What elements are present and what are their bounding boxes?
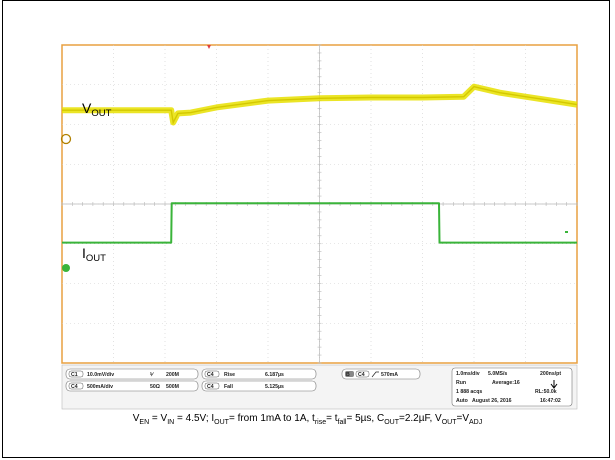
ch4-badge-label: C4: [71, 384, 78, 390]
figure-caption: VEN = VIN = 4.5V; IOUT= from 1mA to 1A, …: [132, 413, 483, 426]
resolution: 200ns/pt: [540, 371, 561, 377]
ch4-impedance: 50Ω: [150, 384, 160, 390]
trigger-level: 570mA: [381, 372, 398, 378]
rising-edge-icon: [371, 371, 379, 378]
trigger-mode: Auto: [456, 398, 468, 404]
ch4-scale: 500mA/div: [87, 384, 113, 390]
record-length: RL:50.0k: [535, 389, 557, 395]
acquisition-count: 1 888 acqs: [456, 389, 482, 395]
iout-label: IOUT: [82, 245, 106, 264]
ch1-bw: 200M: [166, 372, 179, 378]
run-state: Run: [456, 380, 466, 386]
svg-text:C4: C4: [207, 384, 214, 390]
sample-rate: 5.0MS/s: [488, 371, 507, 377]
trigger-position-marker: [207, 45, 211, 49]
measurement-fall-box[interactable]: [201, 380, 317, 392]
time: 16:47:02: [540, 398, 561, 404]
ch1-badge: [68, 370, 84, 378]
status-bar: C1 10.0mV/div ⅟ 200M C4 500mA/div 50Ω 50…: [61, 364, 578, 410]
ch1-info-box[interactable]: [65, 368, 199, 380]
measurement-fall-value: 5.125µs: [265, 384, 284, 390]
ch1-scale: 10.0mV/div: [87, 372, 114, 378]
date: August 26, 2016: [472, 398, 512, 404]
vout-label: VOUT: [82, 100, 112, 119]
series-line-iout: [62, 202, 577, 244]
svg-text:B: B: [346, 372, 350, 378]
measurement-rise-value: 6.187µs: [265, 372, 284, 378]
ch1-ground-marker: [60, 133, 72, 145]
timebase: 1.0ms/div: [456, 371, 480, 377]
down-arrow-icon: [550, 380, 558, 389]
trace-layer: [62, 83, 578, 244]
series-line-vout-core: [62, 85, 578, 125]
ch4-info-box[interactable]: [65, 380, 199, 392]
measurement-rise-name: Rise: [224, 372, 235, 378]
ch4-bw: 500M: [166, 384, 179, 390]
measurement-fall-name: Fall: [224, 384, 233, 390]
ch1-badge-label: C1: [71, 372, 78, 378]
svg-text:C4: C4: [207, 372, 214, 378]
trigger-badge: [345, 371, 354, 377]
ch1-coupling-icon: ⅟: [150, 371, 154, 378]
acquisition-mode: Average:16: [492, 380, 520, 386]
svg-text:C4: C4: [358, 372, 365, 378]
ch4-badge: [68, 382, 84, 390]
acquisition-box[interactable]: [451, 367, 573, 407]
ch4-ground-marker: [62, 264, 70, 272]
measurement-rise-box[interactable]: [201, 368, 317, 380]
